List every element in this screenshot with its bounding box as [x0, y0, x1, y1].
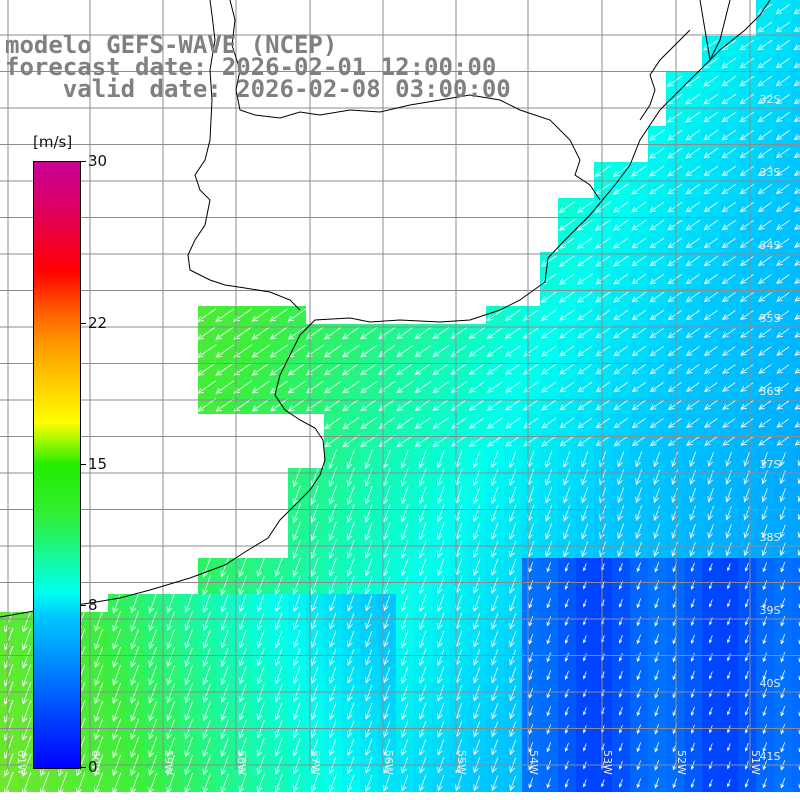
- valid-date: valid date: 2026-02-08 03:00:00: [5, 75, 511, 103]
- longitude-label: 51W: [749, 750, 762, 775]
- colorbar-tick: [80, 767, 86, 768]
- uruguay-border: [229, 0, 601, 201]
- longitude-label: 59W: [162, 750, 175, 775]
- longitude-label: 61W: [15, 750, 28, 775]
- longitude-label: 56W: [382, 750, 395, 775]
- colorbar-tick-label: 0: [88, 758, 98, 776]
- colorbar-tick-label: 22: [88, 313, 108, 332]
- colorbar-tick-label: 8: [88, 596, 98, 615]
- latitude-label: 38S: [760, 531, 781, 544]
- latitude-label: 40S: [760, 677, 781, 690]
- longitude-label: 60W: [89, 750, 102, 775]
- colorbar-tick: [80, 322, 86, 324]
- colorbar-unit: [m/s]: [33, 133, 73, 151]
- longitude-label: 58W: [235, 750, 248, 775]
- colorbar-tick: [80, 464, 86, 465]
- colorbar-tick-label: 15: [88, 455, 108, 473]
- longitude-label: 52W: [675, 750, 688, 775]
- colorbar-tick-label: 30: [88, 152, 108, 170]
- wind-vectors: [3, 3, 800, 796]
- latitude-label: 32S: [760, 93, 781, 106]
- colorbar: [33, 161, 81, 769]
- model-title: modelo GEFS-WAVE (NCEP): [5, 31, 338, 59]
- coastline-river-plate-north: [0, 0, 771, 618]
- latitude-label: 34S: [760, 239, 781, 252]
- latitude-label: 35S: [760, 312, 781, 325]
- coastline-river-plate-south: [187, 0, 301, 311]
- forecast-date: forecast date: 2026-02-01 12:00:00: [5, 53, 497, 81]
- lat-lon-grid: [0, 0, 800, 770]
- latitude-label: 33S: [760, 166, 781, 179]
- colorbar-tick: [80, 605, 86, 607]
- lagoon-border: [639, 29, 691, 121]
- latitude-label: 36S: [760, 385, 781, 398]
- longitude-label: 55W: [455, 750, 468, 775]
- colorbar-tick: [80, 161, 86, 162]
- coastline: [0, 0, 771, 618]
- longitude-label: 53W: [601, 750, 614, 775]
- latitude-label: 39S: [760, 604, 781, 617]
- northern-coast: [699, 0, 731, 62]
- longitude-label: 57W: [309, 750, 322, 775]
- latitude-label: 37S: [760, 458, 781, 471]
- longitude-label: 54W: [527, 750, 540, 775]
- latitude-label: 41S: [760, 750, 781, 763]
